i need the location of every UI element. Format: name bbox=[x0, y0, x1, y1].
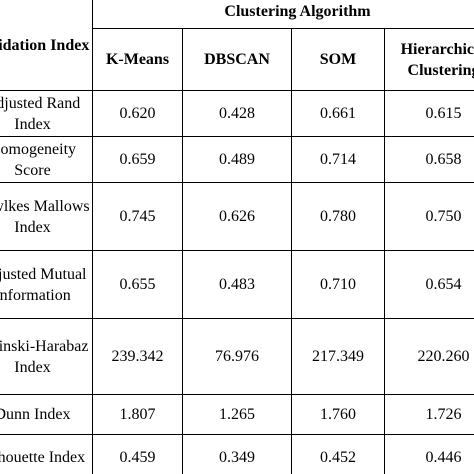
table-row: Adjusted Rand Index 0.620 0.428 0.661 0.… bbox=[0, 90, 474, 137]
table-row: Adjusted Mutual Information 0.655 0.483 … bbox=[0, 250, 474, 319]
cell-value: 0.780 bbox=[291, 182, 385, 251]
cell-value: 220.260 bbox=[383, 318, 474, 395]
cell-value: 0.659 bbox=[92, 136, 183, 183]
cell-value: 0.750 bbox=[383, 182, 474, 251]
cell-value: 0.489 bbox=[182, 136, 292, 183]
row-label: Silhouette Index bbox=[0, 434, 93, 474]
cell-value: 0.483 bbox=[182, 250, 292, 319]
cell-value: 0.661 bbox=[291, 90, 385, 137]
cell-value: 0.349 bbox=[182, 434, 292, 474]
row-label: Homogeneity Score bbox=[0, 136, 93, 183]
cell-value: 0.710 bbox=[291, 250, 385, 319]
table-row: Dunn Index 1.807 1.265 1.760 1.726 bbox=[0, 394, 474, 435]
column-header-hierarchical: Hierarchical Clustering bbox=[383, 28, 474, 91]
cell-value: 0.452 bbox=[291, 434, 385, 474]
cell-value: 0.658 bbox=[383, 136, 474, 183]
table-row: Fowlkes Mallows Index 0.745 0.626 0.780 … bbox=[0, 182, 474, 251]
cell-value: 0.428 bbox=[182, 90, 292, 137]
cell-value: 0.459 bbox=[92, 434, 183, 474]
table-row: Calinski-Harabaz Index 239.342 76.976 21… bbox=[0, 318, 474, 395]
cell-value: 1.726 bbox=[383, 394, 474, 435]
cell-value: 76.976 bbox=[182, 318, 292, 395]
cell-value: 0.654 bbox=[383, 250, 474, 319]
row-label: Dunn Index bbox=[0, 394, 93, 435]
row-label: Adjusted Rand Index bbox=[0, 90, 93, 137]
row-label: Adjusted Mutual Information bbox=[0, 250, 93, 319]
cell-value: 0.745 bbox=[92, 182, 183, 251]
column-header-kmeans: K-Means bbox=[92, 28, 183, 91]
table-row: Homogeneity Score 0.659 0.489 0.714 0.65… bbox=[0, 136, 474, 183]
cell-value: 0.615 bbox=[383, 90, 474, 137]
cell-value: 0.626 bbox=[182, 182, 292, 251]
cell-value: 0.620 bbox=[92, 90, 183, 137]
cell-value: 1.807 bbox=[92, 394, 183, 435]
row-label: Fowlkes Mallows Index bbox=[0, 182, 93, 251]
cell-value: 239.342 bbox=[92, 318, 183, 395]
table-row: Silhouette Index 0.459 0.349 0.452 0.446 bbox=[0, 434, 474, 474]
corner-header: Validation Index bbox=[0, 0, 93, 91]
cell-value: 0.655 bbox=[92, 250, 183, 319]
cell-value: 217.349 bbox=[291, 318, 385, 395]
cell-value: 0.714 bbox=[291, 136, 385, 183]
group-header: Clustering Algorithm bbox=[91, 0, 474, 29]
column-header-som: SOM bbox=[291, 28, 385, 91]
cell-value: 0.446 bbox=[383, 434, 474, 474]
row-label: Calinski-Harabaz Index bbox=[0, 318, 93, 395]
cell-value: 1.265 bbox=[182, 394, 292, 435]
column-header-dbscan: DBSCAN bbox=[182, 28, 292, 91]
cell-value: 1.760 bbox=[291, 394, 385, 435]
